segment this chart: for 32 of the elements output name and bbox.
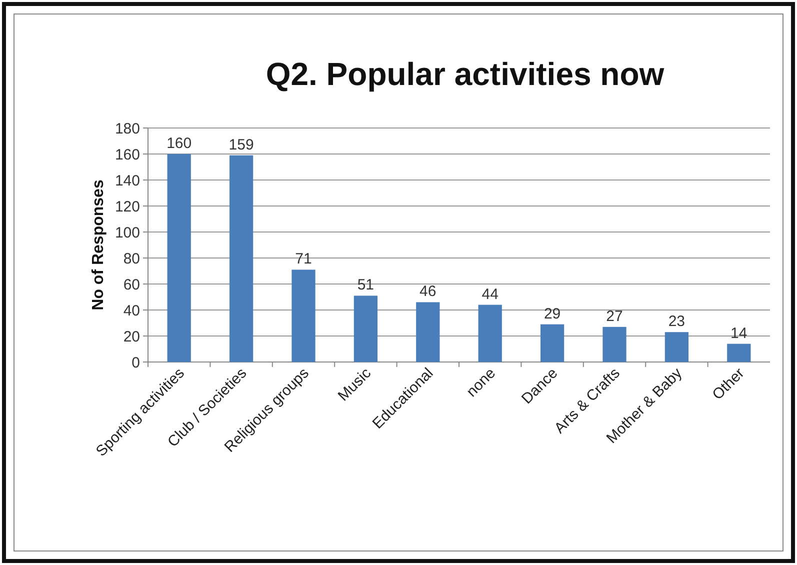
y-tick-label: 140 <box>114 172 140 190</box>
data-label: 29 <box>544 305 561 322</box>
data-label: 46 <box>420 283 436 300</box>
bar <box>664 332 689 362</box>
y-axis-title: No of Responses <box>90 180 107 310</box>
y-tick-label: 100 <box>114 224 140 242</box>
y-tick-label: 160 <box>114 146 140 164</box>
bar <box>354 296 378 362</box>
bar <box>727 344 751 362</box>
bar <box>229 155 254 362</box>
bar <box>602 326 626 362</box>
data-label: 159 <box>228 136 254 154</box>
data-label: 160 <box>166 135 192 152</box>
data-label: 23 <box>668 313 686 330</box>
y-tick-label: 0 <box>132 354 140 372</box>
data-label: 51 <box>357 276 374 294</box>
bar <box>478 304 502 362</box>
bar <box>416 302 440 362</box>
y-tick-label: 80 <box>123 250 140 268</box>
data-label: 44 <box>482 286 498 303</box>
data-label: 27 <box>606 308 623 325</box>
y-tick-label: 40 <box>123 302 140 320</box>
y-tick-label: 180 <box>114 120 140 138</box>
chart-title: Q2. Popular activities now <box>266 56 664 92</box>
bar <box>540 324 564 362</box>
bar <box>167 154 191 362</box>
y-tick-label: 20 <box>123 328 140 346</box>
y-tick-label: 60 <box>123 276 140 294</box>
bar <box>292 270 316 362</box>
data-label: 71 <box>295 250 312 268</box>
data-label: 14 <box>730 324 748 342</box>
y-tick-label: 120 <box>114 198 140 216</box>
